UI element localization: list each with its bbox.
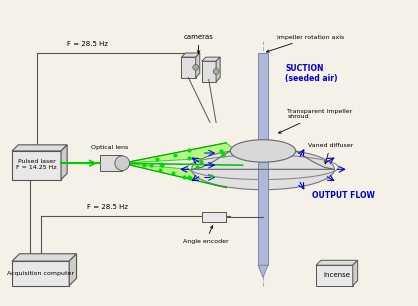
Text: impeller rotation axis: impeller rotation axis bbox=[267, 35, 344, 52]
Polygon shape bbox=[12, 261, 69, 285]
Text: Optical lens: Optical lens bbox=[92, 145, 129, 150]
Polygon shape bbox=[202, 57, 220, 61]
Polygon shape bbox=[12, 145, 67, 151]
Polygon shape bbox=[353, 260, 358, 285]
Polygon shape bbox=[12, 254, 76, 261]
Polygon shape bbox=[122, 163, 242, 188]
Text: Pulsed laser
F = 14.25 Hz: Pulsed laser F = 14.25 Hz bbox=[16, 159, 57, 170]
Bar bbox=[100, 155, 122, 171]
Text: incense: incense bbox=[323, 272, 350, 278]
Polygon shape bbox=[316, 265, 353, 285]
Text: F = 28.5 Hz: F = 28.5 Hz bbox=[87, 204, 128, 210]
Text: OUTPUT FLOW: OUTPUT FLOW bbox=[312, 191, 375, 200]
Ellipse shape bbox=[191, 149, 334, 190]
Bar bbox=[258, 53, 268, 265]
Bar bbox=[202, 212, 226, 222]
Polygon shape bbox=[181, 53, 200, 57]
Polygon shape bbox=[216, 57, 220, 82]
Text: Transparent impeller
shroud: Transparent impeller shroud bbox=[279, 109, 353, 133]
Polygon shape bbox=[12, 151, 61, 180]
Circle shape bbox=[193, 65, 199, 70]
Text: Vaned diffuser: Vaned diffuser bbox=[308, 143, 353, 164]
Polygon shape bbox=[258, 265, 268, 278]
Polygon shape bbox=[61, 145, 67, 180]
Text: Acquisition computer: Acquisition computer bbox=[7, 271, 74, 276]
Polygon shape bbox=[181, 57, 196, 77]
Polygon shape bbox=[316, 260, 358, 265]
Text: cameras: cameras bbox=[184, 34, 214, 54]
Text: F = 28.5 Hz: F = 28.5 Hz bbox=[67, 41, 108, 47]
Text: SUCTION
(seeded air): SUCTION (seeded air) bbox=[285, 64, 338, 83]
Polygon shape bbox=[196, 53, 200, 77]
Polygon shape bbox=[202, 61, 216, 82]
Circle shape bbox=[213, 69, 219, 74]
Text: Angle encoder: Angle encoder bbox=[183, 226, 229, 244]
Circle shape bbox=[115, 156, 130, 170]
Polygon shape bbox=[122, 143, 242, 163]
Ellipse shape bbox=[230, 140, 296, 162]
Polygon shape bbox=[69, 254, 76, 285]
